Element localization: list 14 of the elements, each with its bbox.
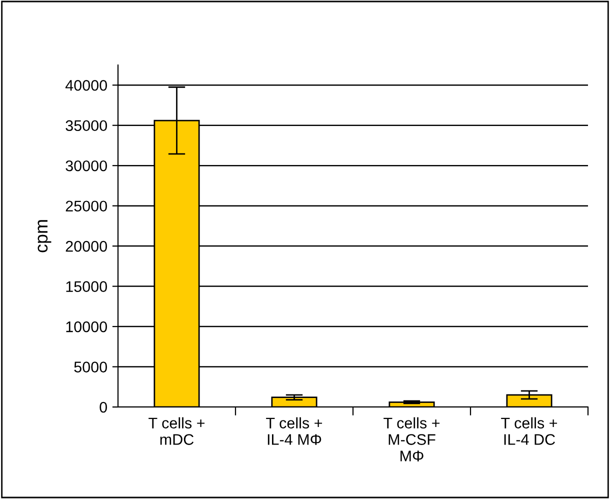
x-tick-label: T cells + IL-4 DC xyxy=(501,417,558,445)
y-tick-label: 30000 xyxy=(66,160,107,172)
y-axis-title: cpm xyxy=(38,220,52,252)
y-tick-label: 20000 xyxy=(66,240,107,252)
y-tick-label: 15000 xyxy=(66,281,107,292)
x-tick-label: T cells + M-CSF MΦ xyxy=(384,417,440,462)
x-tick-label: T cells + IL-4 MΦ xyxy=(266,417,322,445)
y-tick-label: 0 xyxy=(100,402,107,413)
y-tick-label: 5000 xyxy=(74,362,107,372)
y-tick-label: 40000 xyxy=(65,80,107,91)
y-tick-label: 10000 xyxy=(66,321,107,332)
x-tick-label: T cells + mDC xyxy=(148,417,205,445)
y-tick-label: 25000 xyxy=(66,200,107,212)
y-tick-label: 35000 xyxy=(66,120,107,132)
